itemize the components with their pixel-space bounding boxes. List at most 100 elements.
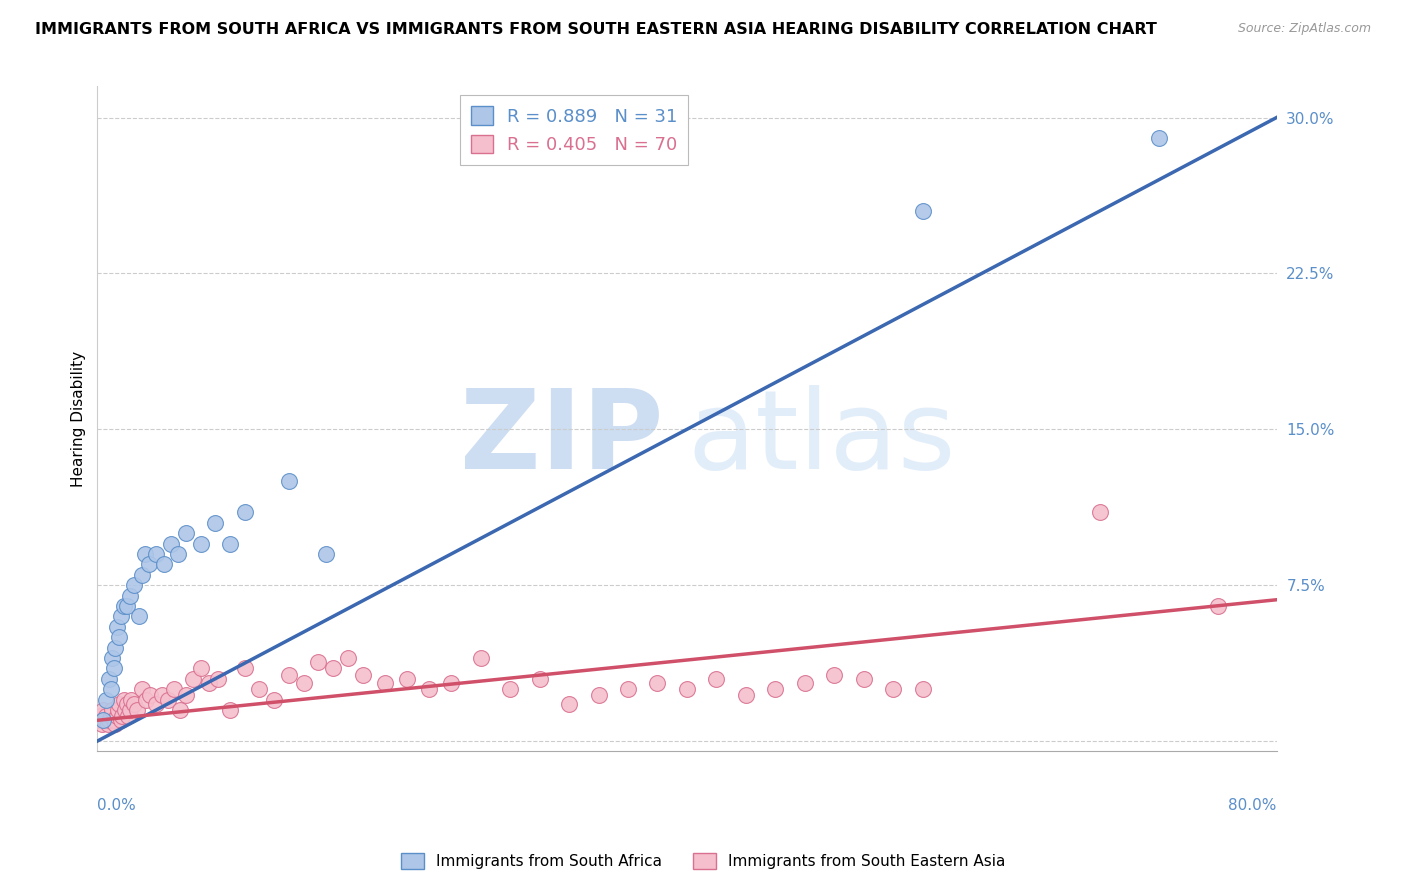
Point (263, 692, 285, 706)
Point (110, 609, 132, 624)
Point (911, 682, 934, 697)
Point (374, 676, 396, 690)
Point (395, 672, 418, 686)
Point (128, 609, 150, 624)
Point (763, 682, 786, 697)
Text: 80.0%: 80.0% (1229, 798, 1277, 813)
Text: ZIP: ZIP (460, 385, 664, 492)
Point (499, 682, 522, 697)
Point (823, 667, 845, 681)
Point (157, 692, 180, 706)
Point (100, 709, 122, 723)
Point (706, 672, 728, 686)
Point (90, 717, 112, 731)
Point (104, 717, 127, 731)
Point (852, 672, 875, 686)
Point (87, 714, 110, 728)
Point (470, 651, 492, 665)
Point (307, 655, 329, 669)
Point (117, 709, 139, 723)
Point (352, 667, 374, 681)
Point (98, 672, 121, 686)
Point (160, 536, 183, 550)
Point (167, 547, 190, 561)
Point (207, 672, 229, 686)
Point (204, 516, 226, 530)
Point (647, 676, 669, 690)
Legend: Immigrants from South Africa, Immigrants from South Eastern Asia: Immigrants from South Africa, Immigrants… (395, 847, 1011, 875)
Point (112, 692, 135, 706)
Point (1206, 599, 1229, 613)
Point (336, 651, 359, 665)
Point (103, 661, 125, 675)
Point (97, 717, 120, 731)
Point (588, 689, 610, 703)
Point (322, 661, 344, 675)
Point (89, 709, 111, 723)
Point (91, 714, 114, 728)
Point (105, 709, 128, 723)
Point (152, 558, 174, 572)
Point (233, 505, 256, 519)
Point (118, 703, 141, 717)
Point (233, 661, 256, 675)
Point (174, 689, 197, 703)
Point (292, 676, 315, 690)
Point (105, 620, 128, 634)
Point (100, 682, 122, 697)
Point (529, 672, 551, 686)
Point (120, 692, 142, 706)
Point (676, 682, 699, 697)
Point (418, 682, 440, 697)
Point (1088, 505, 1111, 519)
Text: Source: ZipAtlas.com: Source: ZipAtlas.com (1237, 22, 1371, 36)
Point (96, 692, 118, 706)
Point (278, 475, 301, 489)
Point (122, 578, 145, 592)
Point (558, 697, 581, 711)
Point (115, 599, 138, 613)
Point (131, 567, 153, 582)
Text: atlas: atlas (688, 385, 956, 492)
Point (163, 682, 186, 697)
Point (145, 697, 167, 711)
Point (440, 676, 463, 690)
Point (219, 703, 242, 717)
Point (181, 672, 204, 686)
Point (108, 630, 131, 644)
Point (134, 547, 156, 561)
Point (91, 703, 114, 717)
Point (150, 689, 173, 703)
Point (127, 703, 149, 717)
Point (219, 536, 242, 550)
Point (101, 651, 124, 665)
Point (138, 558, 160, 572)
Point (793, 676, 815, 690)
Point (111, 709, 134, 723)
Point (112, 599, 135, 613)
Point (135, 692, 157, 706)
Point (911, 204, 934, 219)
Point (315, 547, 337, 561)
Point (98, 714, 121, 728)
Legend: R = 0.889   N = 31, R = 0.405   N = 70: R = 0.889 N = 31, R = 0.405 N = 70 (460, 95, 689, 165)
Point (107, 703, 129, 717)
Point (118, 589, 141, 603)
Point (96, 709, 118, 723)
Point (139, 689, 162, 703)
Point (110, 714, 132, 728)
Point (93, 714, 115, 728)
Point (617, 682, 640, 697)
Point (131, 682, 153, 697)
Point (114, 703, 136, 717)
Point (249, 682, 271, 697)
Point (122, 697, 145, 711)
Point (882, 682, 904, 697)
Point (101, 703, 124, 717)
Point (190, 661, 212, 675)
Point (145, 547, 167, 561)
Point (108, 697, 131, 711)
Y-axis label: Hearing Disability: Hearing Disability (72, 351, 86, 487)
Point (190, 536, 212, 550)
Point (115, 697, 138, 711)
